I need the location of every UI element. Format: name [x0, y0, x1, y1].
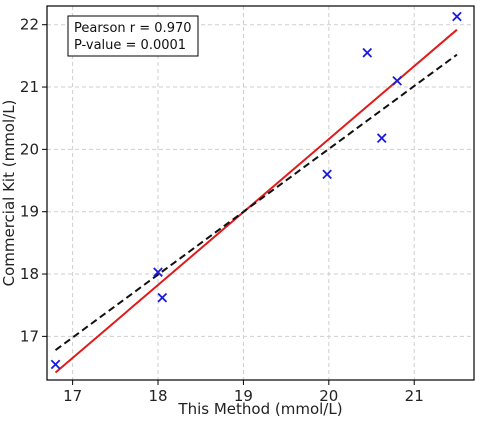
y-tick-label: 19: [20, 203, 39, 221]
data-point: [50, 359, 61, 370]
pvalue-text: P-value = 0.0001: [74, 38, 186, 53]
regression-line: [54, 28, 458, 374]
y-tick-label: 18: [20, 265, 39, 283]
regression-lines: [54, 28, 458, 374]
data-point: [392, 75, 402, 86]
data-point: [452, 11, 462, 22]
data-point-stroke: [452, 11, 462, 22]
pearson-text: Pearson r = 0.970: [74, 21, 192, 36]
data-point-stroke: [362, 47, 373, 58]
x-tick-label: 20: [319, 387, 338, 405]
x-tick-label: 21: [405, 387, 424, 405]
data-point-stroke: [376, 133, 387, 143]
data-point: [376, 133, 387, 143]
data-point-stroke: [392, 75, 402, 86]
y-axis-label: Commercial Kit (mmol/L): [0, 100, 18, 287]
y-tick-label: 22: [20, 16, 39, 34]
data-point: [157, 292, 168, 303]
data-point: [322, 169, 332, 180]
y-tick-label: 21: [20, 78, 39, 96]
axis-ticks: 17 18 19 20 21 17 18 19 20 21 22: [20, 16, 424, 405]
data-point: [362, 47, 373, 58]
x-tick-label: 18: [148, 387, 167, 405]
data-point-stroke: [153, 267, 163, 277]
stats-box: Pearson r = 0.970 P-value = 0.0001: [67, 15, 199, 57]
data-point-stroke: [50, 359, 61, 370]
data-point: [153, 267, 163, 277]
identity-line-dashed: [54, 53, 458, 351]
y-tick-label: 20: [20, 140, 39, 158]
x-tick-label: 19: [234, 387, 253, 405]
y-tick-label: 17: [20, 327, 39, 345]
data-point-stroke: [322, 169, 332, 180]
x-tick-label: 17: [63, 387, 82, 405]
data-points: [50, 11, 462, 370]
x-axis-label: This Method (mmol/L): [177, 400, 342, 418]
data-point-stroke: [157, 292, 168, 303]
stats-box-frame: [67, 15, 199, 57]
plot-frame: [46, 5, 475, 381]
